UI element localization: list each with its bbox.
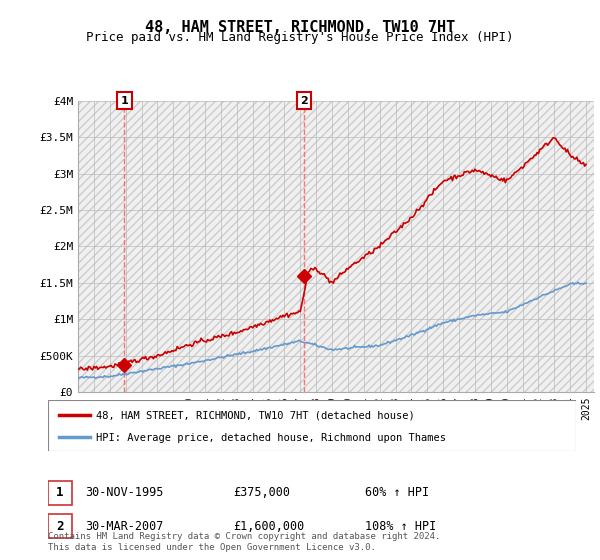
Text: HPI: Average price, detached house, Richmond upon Thames: HPI: Average price, detached house, Rich… [95,433,446,443]
FancyBboxPatch shape [48,514,72,539]
Text: 1: 1 [121,96,128,106]
Text: 108% ↑ HPI: 108% ↑ HPI [365,520,436,533]
Text: 30-NOV-1995: 30-NOV-1995 [85,486,163,500]
Text: 2: 2 [56,520,64,533]
Text: Price paid vs. HM Land Registry's House Price Index (HPI): Price paid vs. HM Land Registry's House … [86,31,514,44]
Text: Contains HM Land Registry data © Crown copyright and database right 2024.
This d: Contains HM Land Registry data © Crown c… [48,532,440,552]
Text: £375,000: £375,000 [233,486,290,500]
Text: 48, HAM STREET, RICHMOND, TW10 7HT: 48, HAM STREET, RICHMOND, TW10 7HT [145,20,455,35]
Text: 48, HAM STREET, RICHMOND, TW10 7HT (detached house): 48, HAM STREET, RICHMOND, TW10 7HT (deta… [95,410,414,421]
Text: 30-MAR-2007: 30-MAR-2007 [85,520,163,533]
FancyBboxPatch shape [48,400,576,451]
FancyBboxPatch shape [48,480,72,505]
Text: 2: 2 [301,96,308,106]
Text: £1,600,000: £1,600,000 [233,520,304,533]
Text: 60% ↑ HPI: 60% ↑ HPI [365,486,429,500]
Text: 1: 1 [56,486,64,500]
